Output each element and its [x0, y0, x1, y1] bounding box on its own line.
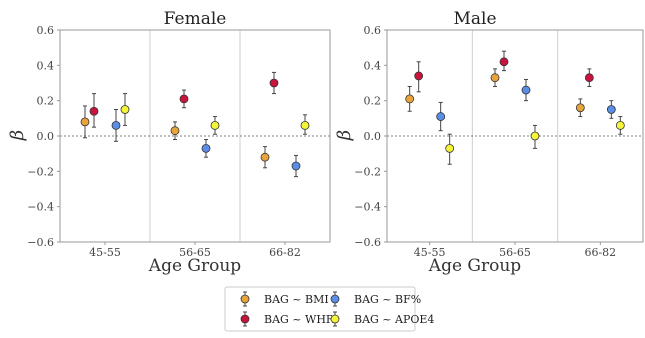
data-point	[499, 57, 509, 67]
data-point	[120, 105, 130, 114]
data-point	[490, 73, 500, 83]
panel-female: Female Age Group β −0.6 −0.4 −0.2 0.0 0.2 0.4…	[7, 9, 331, 276]
y-tick-label: 0.6	[364, 24, 382, 37]
y-tick-label: 0.4	[37, 59, 55, 72]
y-tick-label: −0.6	[27, 236, 54, 249]
x-axis-label: Age Group	[148, 256, 242, 276]
legend: BAG ~ BMI BAG ~ WHR BAG ~ BF% BAG ~ APOE…	[224, 286, 434, 332]
y-tick-label: 0.2	[37, 95, 55, 108]
data-point	[530, 131, 540, 141]
legend-marker	[240, 294, 250, 304]
panel-title: Male	[453, 9, 496, 29]
data-point	[405, 94, 415, 104]
data-point	[575, 103, 585, 113]
legend-label: BAG ~ BMI	[264, 293, 329, 306]
data-point	[436, 112, 446, 121]
x-tick-label: 66-82	[269, 246, 301, 259]
legend-marker	[330, 294, 340, 304]
data-point	[584, 73, 594, 83]
data-point	[170, 126, 180, 136]
data-point	[80, 117, 90, 127]
x-tick-label: 56-65	[179, 246, 211, 259]
x-tick-label: 45-55	[89, 246, 121, 259]
y-tick-label: −0.6	[354, 236, 381, 249]
data-point	[414, 71, 424, 81]
y-tick-label: 0.0	[364, 130, 382, 143]
data-point	[615, 121, 625, 130]
data-point	[89, 106, 99, 116]
y-tick-label: −0.4	[354, 201, 381, 214]
y-tick-label: 0.4	[364, 59, 382, 72]
y-tick-label: 0.2	[364, 95, 382, 108]
data-point	[521, 85, 531, 95]
data-point	[291, 161, 301, 171]
data-point	[300, 121, 310, 130]
y-tick-label: 0.0	[37, 130, 55, 143]
legend-marker	[240, 314, 250, 324]
x-tick-label: 66-82	[584, 246, 616, 259]
data-point	[445, 143, 455, 153]
x-axis-label: Age Group	[428, 256, 522, 276]
panel-male: Male Age Group β −0.6 −0.4 −0.2 0.0 0.2 0.4 0.…	[334, 9, 644, 276]
legend-frame	[224, 286, 416, 332]
y-tick-label: −0.2	[354, 165, 381, 178]
legend-label: BAG ~ BF%	[354, 293, 421, 306]
data-point	[111, 121, 121, 130]
x-tick-label: 45-55	[414, 246, 446, 259]
x-tick-label: 56-65	[499, 246, 531, 259]
legend-label: BAG ~ APOE4	[354, 313, 434, 326]
y-tick-label: −0.2	[27, 165, 54, 178]
data-point	[260, 152, 270, 162]
y-axis-label: β	[7, 130, 28, 141]
data-point	[606, 105, 616, 114]
legend-label: BAG ~ WHR	[264, 313, 335, 326]
y-tick-label: 0.6	[37, 24, 55, 37]
panel-title: Female	[164, 9, 227, 29]
y-axis-label: β	[334, 130, 355, 141]
data-point	[269, 78, 279, 88]
data-point	[201, 143, 211, 153]
data-point	[179, 94, 189, 104]
y-tick-label: −0.4	[27, 201, 54, 214]
legend-marker	[330, 314, 340, 324]
data-point	[210, 121, 220, 130]
